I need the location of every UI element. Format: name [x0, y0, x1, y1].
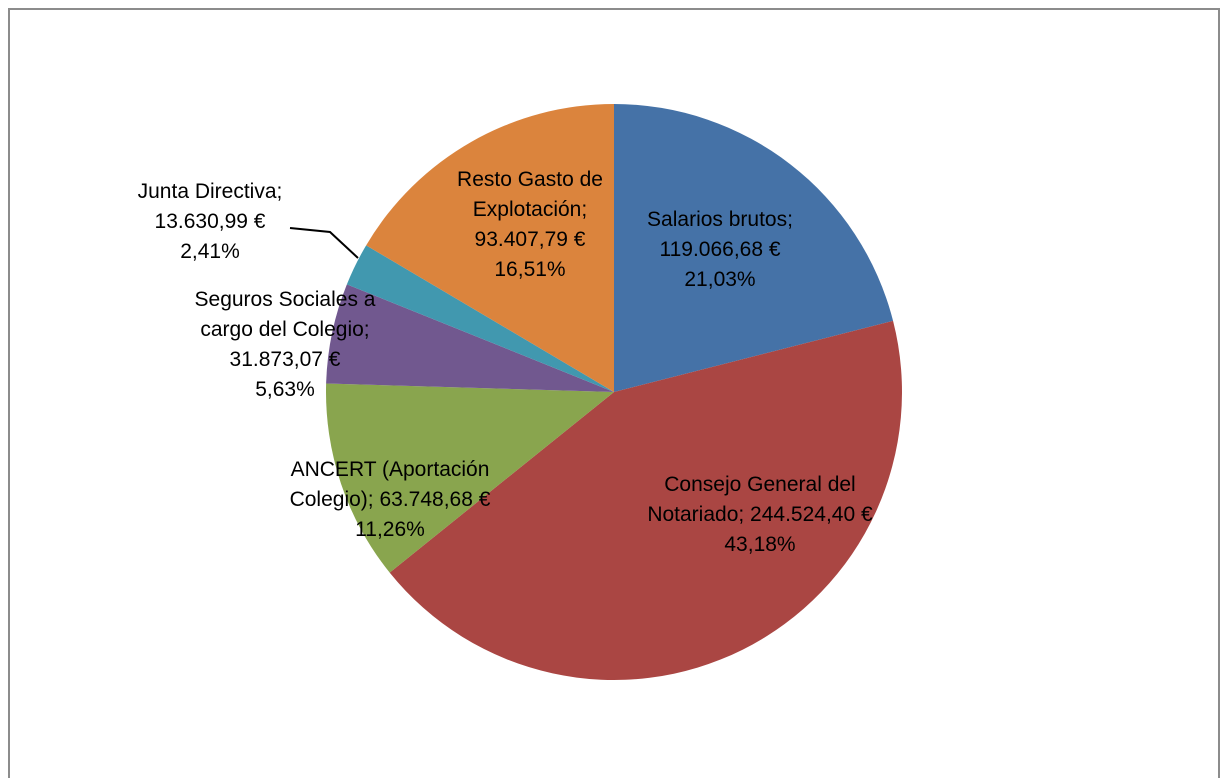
percent-label: 16,51% [494, 258, 566, 281]
chart-frame [8, 8, 1220, 778]
value-label: 119.066,68 € [659, 238, 781, 261]
leader-line [289, 227, 359, 259]
value-label: 13.630,99 € [154, 210, 266, 233]
data-label: ANCERT (Aportación Colegio); 63.748,68 €… [270, 455, 510, 545]
category-label: Resto Gasto de Explotación; [457, 168, 603, 221]
pie-slice [326, 284, 614, 392]
category-label: Seguros Sociales a cargo del Colegio; [194, 288, 376, 341]
data-label: Resto Gasto de Explotación; 93.407,79 € 1… [440, 165, 620, 285]
value-label: 93.407,79 € [474, 228, 586, 251]
pie-slice [614, 104, 894, 392]
category-label: Junta Directiva; [137, 180, 283, 203]
category-label: ANCERT (Aportación Colegio); [289, 458, 490, 511]
pie-slice [366, 104, 614, 392]
data-label: Junta Directiva; 13.630,99 € 2,41% [120, 177, 300, 267]
percent-label: 2,41% [180, 240, 240, 263]
data-label: Consejo General del Notariado; 244.524,4… [630, 470, 890, 560]
percent-label: 21,03% [684, 268, 756, 291]
value-label: 31.873,07 € [229, 348, 341, 371]
pie-slice [389, 320, 902, 680]
pie-slice [346, 245, 614, 392]
percent-label: 11,26% [355, 518, 425, 541]
value-label: 63.748,68 € [379, 488, 491, 511]
category-label: Consejo General del Notariado; [647, 473, 856, 526]
percent-label: 43,18% [724, 533, 796, 556]
data-label: Seguros Sociales a cargo del Colegio; 31… [175, 285, 395, 405]
pie-slice [325, 383, 614, 573]
percent-label: 5,63% [255, 378, 315, 401]
value-label: 244.524,40 € [750, 503, 873, 526]
category-label: Salarios brutos; [647, 208, 793, 231]
data-label: Salarios brutos; 119.066,68 € 21,03% [615, 205, 825, 295]
